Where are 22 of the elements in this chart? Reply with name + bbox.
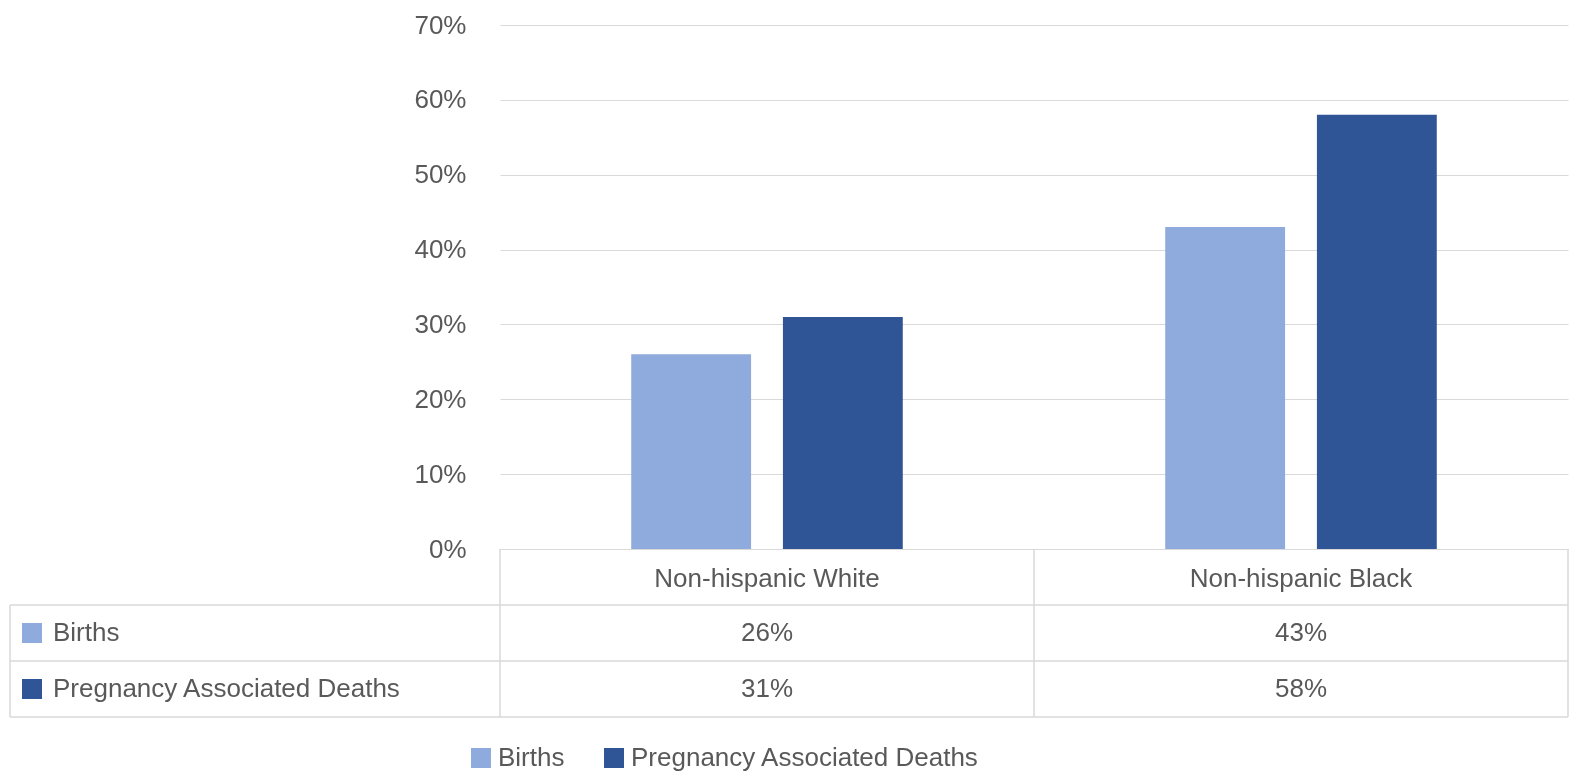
y-tick-label: 40% <box>414 234 467 265</box>
y-tick-label: 60% <box>414 84 467 115</box>
x-tick-label: Non-hispanic White <box>654 562 880 593</box>
data-label: 43% <box>1274 617 1328 647</box>
y-tick-label: 70% <box>414 9 467 40</box>
text: Pregnancy Associated Deaths <box>53 673 400 703</box>
y-tick-label: 50% <box>414 159 467 190</box>
bar <box>1165 227 1286 549</box>
y-tick-label: 0% <box>428 533 467 564</box>
y-tick-label: 10% <box>414 458 467 489</box>
bar <box>1316 114 1437 549</box>
data-label: 26% <box>740 617 794 647</box>
bar <box>631 354 752 549</box>
text: Births <box>53 617 120 647</box>
data-label: 58% <box>1274 673 1328 703</box>
x-tick-label: Non-hispanic Black <box>1189 562 1414 593</box>
legend-label: Births <box>498 742 565 772</box>
y-tick-label: 20% <box>414 383 467 414</box>
y-tick-label: 30% <box>414 308 467 339</box>
data-label: 31% <box>740 673 794 703</box>
bar <box>782 316 903 549</box>
legend-label: Pregnancy Associated Deaths <box>631 742 978 772</box>
